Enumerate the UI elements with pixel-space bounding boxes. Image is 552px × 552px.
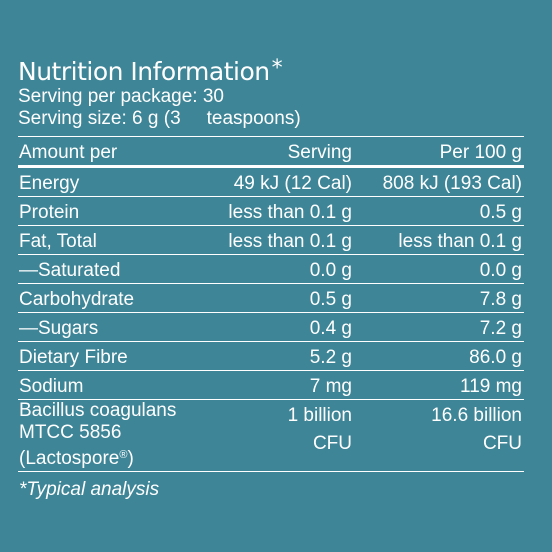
bacillus-name: Bacillus coagulans MTCC 5856 (Lactospore… (18, 399, 186, 472)
nutrition-table: Amount per Serving Per 100 g Energy 49 k… (18, 136, 524, 472)
row-serving: 5.2 g (186, 341, 354, 371)
table-header-row: Amount per Serving Per 100 g (18, 136, 524, 168)
bacillus-serving: 1 billion CFU (186, 399, 354, 472)
table-row: Fat, Total less than 0.1 g less than 0.1… (18, 225, 524, 255)
header-amount-per: Amount per (18, 136, 186, 168)
serving-size-part1: Serving size: 6 g (3 (18, 108, 181, 129)
table-row: Carbohydrate 0.5 g 7.8 g (18, 283, 524, 313)
table-row: Sodium 7 mg 119 mg (18, 370, 524, 400)
bacillus-brand: (Lactospore (19, 448, 120, 469)
bacillus-serving-line1: 1 billion (287, 405, 352, 426)
title-asterisk: * (271, 56, 283, 81)
row-per-100g: 119 mg (354, 370, 524, 400)
table-row: —Sugars 0.4 g 7.2 g (18, 312, 524, 342)
row-per-100g: less than 0.1 g (354, 225, 524, 255)
row-serving: less than 0.1 g (186, 225, 354, 255)
row-per-100g: 0.0 g (354, 254, 524, 284)
table-row: Energy 49 kJ (12 Cal) 808 kJ (193 Cal) (18, 166, 524, 197)
typical-analysis-footnote: *Typical analysis (19, 479, 160, 500)
header-serving: Serving (186, 136, 354, 168)
serving-size: Serving size: 6 g (3 teaspoons) (18, 108, 524, 130)
bacillus-name-line2: MTCC 5856 (19, 422, 122, 443)
row-name: Energy (18, 166, 186, 197)
row-per-100g: 7.8 g (354, 283, 524, 313)
row-name: Fat, Total (18, 225, 186, 255)
bacillus-serving-line2: CFU (312, 433, 352, 454)
header-per-100g: Per 100 g (354, 136, 524, 168)
row-name: —Saturated (18, 254, 186, 284)
nutrition-panel: Nutrition Information* Serving per packa… (18, 52, 524, 502)
table-row: —Saturated 0.0 g 0.0 g (18, 254, 524, 284)
row-per-100g: 86.0 g (354, 341, 524, 371)
row-per-100g: 0.5 g (354, 196, 524, 226)
row-name: Sodium (18, 370, 186, 400)
servings-per-package: Serving per package: 30 (18, 86, 224, 107)
bacillus-per-100g-line2: CFU (482, 433, 522, 454)
row-serving: 49 kJ (12 Cal) (186, 166, 354, 197)
row-per-100g: 808 kJ (193 Cal) (354, 166, 524, 197)
row-serving: 0.4 g (186, 312, 354, 342)
row-name: Carbohydrate (18, 283, 186, 313)
bacillus-name-line3: (Lactospore®) (19, 444, 186, 470)
table-row-bacillus: Bacillus coagulans MTCC 5856 (Lactospore… (18, 399, 524, 472)
row-serving: 0.5 g (186, 283, 354, 313)
registered-mark: ® (119, 449, 128, 461)
bacillus-name-line1: Bacillus coagulans (19, 400, 177, 421)
title-text: Nutrition Information (18, 57, 270, 86)
row-name: Protein (18, 196, 186, 226)
row-serving: 7 mg (186, 370, 354, 400)
serving-size-part2: teaspoons) (206, 108, 301, 129)
nutrition-title: Nutrition Information* (18, 52, 524, 86)
table-row: Dietary Fibre 5.2 g 86.0 g (18, 341, 524, 371)
row-name: —Sugars (18, 312, 186, 342)
bacillus-per-100g: 16.6 billion CFU (354, 399, 524, 472)
row-serving: 0.0 g (186, 254, 354, 284)
table-row: Protein less than 0.1 g 0.5 g (18, 196, 524, 226)
bacillus-per-100g-line1: 16.6 billion (431, 405, 522, 426)
row-serving: less than 0.1 g (186, 196, 354, 226)
bacillus-brand-close: ) (127, 448, 134, 469)
row-per-100g: 7.2 g (354, 312, 524, 342)
row-name: Dietary Fibre (18, 341, 186, 371)
